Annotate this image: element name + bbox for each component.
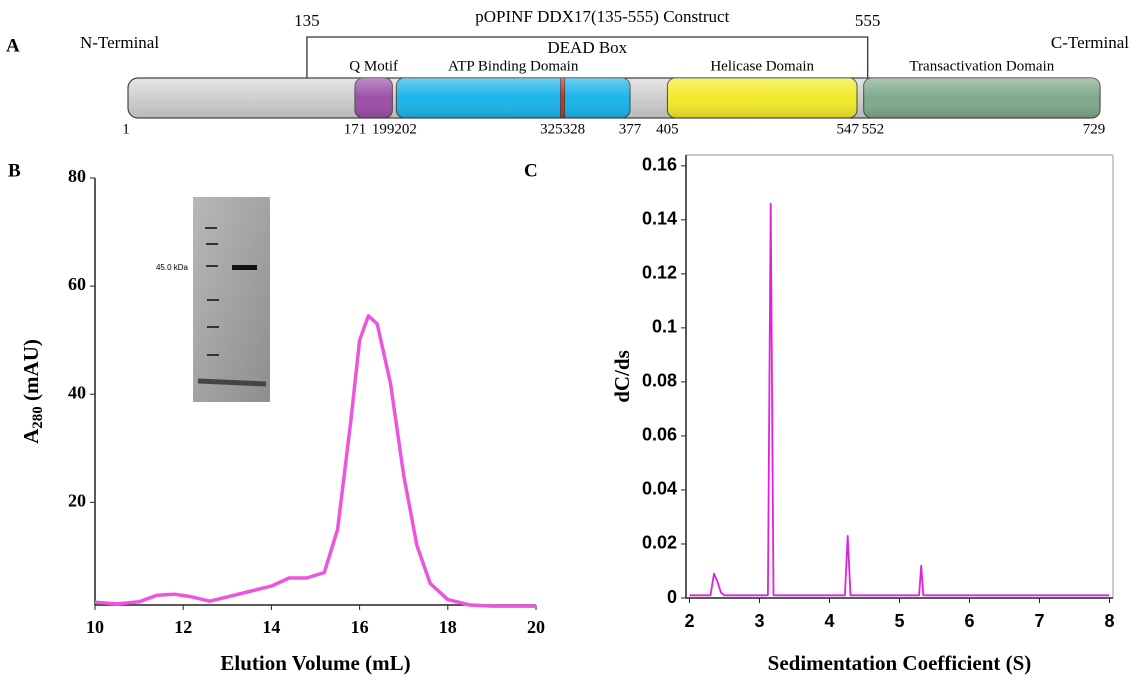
residue-label: 547: [837, 121, 860, 137]
x-tick-label: 14: [262, 617, 280, 637]
data-line: [94, 314, 536, 608]
y-tick-label: 0.02: [642, 533, 677, 553]
domain-label: Q Motif: [349, 58, 398, 74]
residue-label: 377: [619, 121, 642, 137]
construct-title: pOPINF DDX17(135-555) Construct: [475, 7, 729, 26]
gel-image: [193, 197, 270, 402]
domain-label: ATP Binding Domain: [448, 58, 579, 74]
domain-shine: [560, 78, 565, 118]
x-tick-label: 7: [1034, 611, 1044, 631]
y-tick-label: 20: [68, 490, 86, 510]
data-line: [689, 202, 1110, 597]
x-tick-label: 12: [174, 617, 192, 637]
domain-shine: [667, 78, 857, 118]
y-tick-label: 0.06: [642, 425, 677, 445]
x-axis-label: Elution Volume (mL): [220, 651, 410, 675]
gel-marker-label: 45.0 kDa: [156, 263, 189, 272]
x-tick-label: 6: [964, 611, 974, 631]
residue-label: 171: [344, 121, 367, 137]
residue-label: 729: [1083, 121, 1106, 137]
y-tick-label: 40: [68, 382, 86, 402]
y-tick-label: 0.08: [642, 371, 677, 391]
residue-label: 325: [540, 121, 563, 137]
construct-end: 555: [855, 11, 881, 30]
y-label-unit: (mAU): [19, 339, 43, 406]
residue-label: 199: [372, 121, 395, 137]
y-axis-label: dC/ds: [610, 350, 634, 403]
x-tick-label: 4: [824, 611, 834, 631]
y-tick-label: 0.12: [642, 263, 677, 283]
panel-label: A: [6, 35, 20, 56]
y-label-sub: 280: [30, 406, 46, 429]
residue-label: 405: [656, 121, 679, 137]
x-axis-label: Sedimentation Coefficient (S): [768, 651, 1032, 675]
n-terminal-label: N-Terminal: [80, 33, 159, 52]
x-tick-label: 3: [754, 611, 764, 631]
construct-start: 135: [294, 11, 320, 30]
y-tick-label: 0.04: [642, 479, 677, 499]
y-tick-label: 0.14: [642, 209, 677, 229]
y-axis-label: A280 (mAU): [19, 339, 47, 444]
y-tick-label: 0.1: [652, 317, 677, 337]
x-tick-label: 5: [894, 611, 904, 631]
x-tick-label: 8: [1104, 611, 1114, 631]
c-terminal-label: C-Terminal: [1051, 33, 1129, 52]
y-tick-label: 0.16: [642, 155, 677, 175]
residue-label: 552: [862, 121, 885, 137]
y-tick-label: 80: [68, 166, 86, 186]
x-tick-label: 10: [86, 617, 104, 637]
residue-label: 328: [563, 121, 586, 137]
panel-label: B: [8, 160, 21, 181]
construct-bracket: [306, 36, 869, 78]
domain-label: Transactivation Domain: [909, 58, 1054, 74]
dead-box-label: DEAD Box: [547, 38, 627, 57]
panel-label: C: [524, 160, 538, 181]
x-tick-label: 16: [351, 617, 369, 637]
x-tick-label: 2: [684, 611, 694, 631]
y-tick-label: 0: [667, 587, 677, 607]
domain-shine: [354, 78, 393, 118]
y-label-main: dC/ds: [610, 350, 634, 403]
domain-label: Helicase Domain: [710, 58, 814, 74]
y-tick-label: 60: [68, 274, 86, 294]
x-tick-label: 20: [527, 617, 545, 637]
y-label-main: A: [19, 428, 43, 444]
residue-label: 1: [122, 121, 130, 137]
domain-shine: [396, 78, 631, 118]
x-tick-label: 18: [439, 617, 457, 637]
residue-label: 202: [394, 121, 417, 137]
domain-shine: [863, 78, 1100, 118]
